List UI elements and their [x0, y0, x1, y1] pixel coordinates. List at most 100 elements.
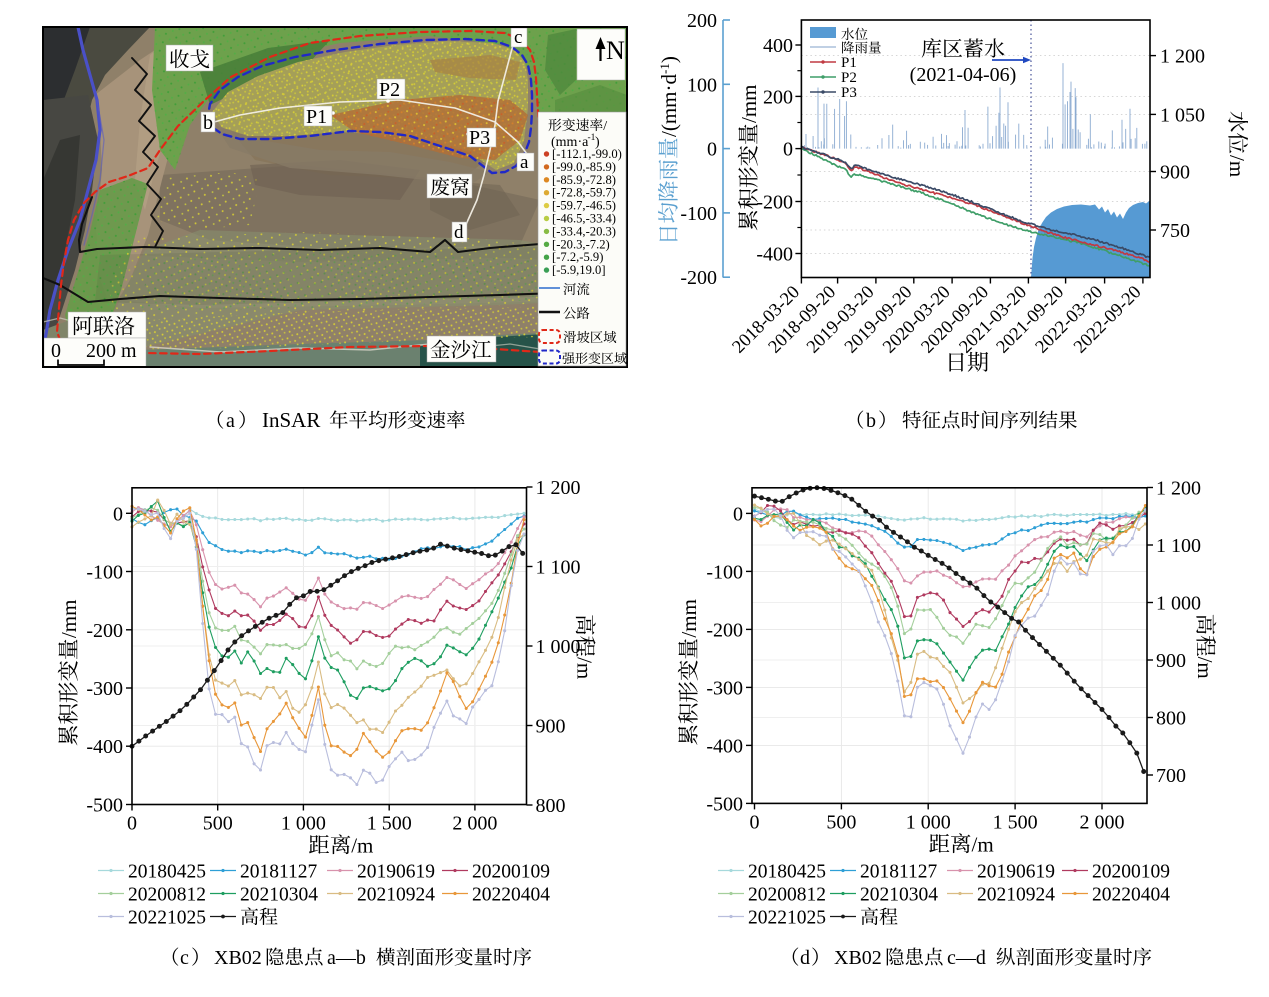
- svg-text:20190619: 20190619: [357, 862, 435, 883]
- svg-text:1 500: 1 500: [367, 813, 412, 835]
- svg-text:XB02: XB02: [214, 947, 262, 969]
- svg-text:100: 100: [687, 74, 717, 96]
- svg-text:0: 0: [127, 813, 137, 835]
- svg-text:0: 0: [733, 503, 743, 525]
- svg-text:1 100: 1 100: [1156, 535, 1201, 557]
- svg-text:1 200: 1 200: [536, 477, 581, 499]
- svg-text:P1: P1: [841, 55, 857, 71]
- svg-text:0: 0: [707, 139, 717, 161]
- svg-text:800: 800: [536, 795, 566, 817]
- svg-text:b: b: [203, 112, 213, 134]
- svg-text:1 050: 1 050: [1160, 104, 1205, 126]
- svg-text:1 000: 1 000: [1156, 593, 1201, 615]
- svg-text:750: 750: [1160, 220, 1190, 242]
- svg-text:0: 0: [113, 503, 123, 525]
- svg-text:1 200: 1 200: [1156, 478, 1201, 500]
- svg-text:200 m: 200 m: [86, 340, 137, 362]
- svg-text:-300: -300: [706, 677, 743, 699]
- svg-text:1 100: 1 100: [536, 557, 581, 579]
- svg-text:800: 800: [1156, 708, 1186, 730]
- svg-text:20200812: 20200812: [748, 885, 826, 906]
- svg-text:-1: -1: [588, 133, 596, 143]
- svg-text:20200109: 20200109: [1092, 862, 1170, 883]
- svg-text:200: 200: [687, 10, 717, 32]
- svg-text:/mm: /mm: [677, 599, 701, 638]
- svg-text:-200: -200: [706, 619, 743, 641]
- svg-text:20221025: 20221025: [128, 908, 206, 929]
- svg-text:-400: -400: [86, 736, 123, 758]
- svg-text:[-85.9,-72.8): [-85.9,-72.8): [552, 173, 616, 187]
- svg-text:c: c: [514, 27, 522, 48]
- svg-text:20180425: 20180425: [128, 862, 206, 883]
- svg-text:-200: -200: [86, 620, 123, 642]
- svg-text:-400: -400: [756, 244, 793, 266]
- svg-text:): ): [595, 135, 600, 150]
- svg-text:1 000: 1 000: [906, 811, 951, 833]
- svg-text:P3: P3: [469, 127, 490, 149]
- svg-text:P2: P2: [841, 70, 857, 86]
- svg-text:900: 900: [536, 716, 566, 738]
- svg-text:d: d: [800, 947, 810, 969]
- svg-text:[-46.5,-33.4): [-46.5,-33.4): [552, 212, 616, 226]
- svg-text:c—d: c—d: [947, 947, 986, 969]
- svg-text:20200812: 20200812: [128, 885, 206, 906]
- svg-text:500: 500: [203, 813, 233, 835]
- svg-text:20181127: 20181127: [860, 862, 938, 883]
- svg-text:[-20.3,-7.2): [-20.3,-7.2): [552, 237, 610, 251]
- svg-text:XB02: XB02: [834, 947, 882, 969]
- svg-text:20200109: 20200109: [472, 862, 550, 883]
- svg-text:N: N: [606, 36, 625, 65]
- svg-text:1 000: 1 000: [536, 636, 581, 658]
- svg-text:(mm·a: (mm·a: [551, 135, 589, 150]
- svg-text:b: b: [866, 410, 876, 432]
- svg-text:20180425: 20180425: [748, 862, 826, 883]
- svg-text:[-33.4,-20.3): [-33.4,-20.3): [552, 224, 616, 238]
- svg-text:1 500: 1 500: [993, 811, 1038, 833]
- svg-text:900: 900: [1156, 650, 1186, 672]
- svg-text:-400: -400: [706, 735, 743, 757]
- svg-text:20181127: 20181127: [240, 862, 318, 883]
- svg-text:20210304: 20210304: [240, 885, 318, 906]
- svg-text:20210924: 20210924: [977, 885, 1055, 906]
- svg-text:400: 400: [763, 35, 793, 57]
- svg-text:[-72.8,-59.7): [-72.8,-59.7): [552, 186, 616, 200]
- svg-text:a: a: [520, 152, 529, 173]
- svg-text:0: 0: [51, 340, 61, 362]
- svg-text:20190619: 20190619: [977, 862, 1055, 883]
- svg-text:/m: /m: [573, 657, 597, 679]
- svg-text:-300: -300: [86, 678, 123, 700]
- svg-text:d: d: [454, 222, 464, 243]
- svg-text:/mm: /mm: [737, 84, 761, 123]
- svg-text:a: a: [226, 410, 235, 432]
- svg-text:20220404: 20220404: [1092, 885, 1170, 906]
- svg-text:P2: P2: [379, 79, 400, 101]
- svg-text:[-5.9,19.0]: [-5.9,19.0]: [552, 263, 606, 277]
- svg-text:-500: -500: [86, 795, 123, 817]
- svg-text:a—b: a—b: [327, 947, 366, 969]
- svg-text:P1: P1: [306, 106, 327, 128]
- svg-text:P3: P3: [841, 85, 857, 101]
- svg-text:1 200: 1 200: [1160, 46, 1205, 68]
- svg-text:(2021-04-06): (2021-04-06): [910, 64, 1017, 86]
- svg-text:0: 0: [750, 811, 760, 833]
- svg-text:[-112.1,-99.0): [-112.1,-99.0): [552, 147, 622, 161]
- svg-text:/m: /m: [972, 832, 994, 856]
- svg-text:c: c: [180, 947, 189, 969]
- svg-text:20221025: 20221025: [748, 908, 826, 929]
- svg-text:-100: -100: [680, 203, 717, 225]
- svg-text:/mm: /mm: [57, 600, 81, 639]
- svg-text:/m: /m: [351, 834, 373, 858]
- svg-text:200: 200: [763, 86, 793, 108]
- svg-text:-200: -200: [756, 192, 793, 214]
- svg-text:20220404: 20220404: [472, 885, 550, 906]
- svg-text:700: 700: [1156, 765, 1186, 787]
- svg-text:-100: -100: [86, 562, 123, 584]
- svg-text:-200: -200: [680, 267, 717, 289]
- svg-text:900: 900: [1160, 162, 1190, 184]
- svg-text:1 000: 1 000: [281, 813, 326, 835]
- svg-text:/m: /m: [1193, 657, 1217, 679]
- svg-text:[-59.7,-46.5): [-59.7,-46.5): [552, 199, 616, 213]
- svg-text:/: /: [603, 119, 607, 134]
- svg-text:0: 0: [783, 139, 793, 161]
- svg-text:2 000: 2 000: [1080, 811, 1125, 833]
